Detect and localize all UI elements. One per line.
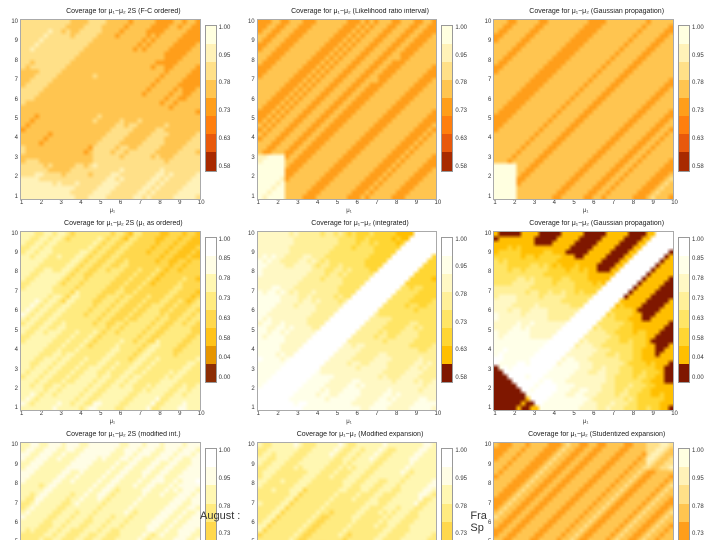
panel-title: Coverage for μ₁−μ₂ (integrated) xyxy=(245,220,476,229)
heatmap-plot xyxy=(257,19,438,200)
panel-1: Coverage for μ₁−μ₂ (Likelihood ratio int… xyxy=(245,8,476,214)
y-axis-ticks: 10987654321 xyxy=(245,231,257,412)
colorbar-ticks: 1.000.850.780.730.630.580.040.00 xyxy=(219,237,231,382)
colorbar-ticks: 1.000.950.780.730.630.58 xyxy=(455,25,467,170)
x-axis-label: μ₁ xyxy=(257,208,442,214)
panel-title: Coverage for μ₁−μ₂ 2S (modified int.) xyxy=(8,431,239,440)
colorbar: 1.000.950.780.730.630.58 xyxy=(437,231,475,412)
panel-0: Coverage for μ₁−μ₂ 2S (F-C ordered) 10987… xyxy=(8,8,239,214)
panel-2: Coverage for μ₁−μ₂ (Gaussian propagation… xyxy=(481,8,712,214)
x-axis-label: μ₁ xyxy=(493,419,678,425)
colorbar-ticks: 1.000.850.780.730.630.580.040.00 xyxy=(692,237,704,382)
heatmap-plot xyxy=(20,231,201,412)
y-axis-ticks: 10987654321 xyxy=(481,19,493,200)
x-axis-ticks: 12345678910 xyxy=(20,411,205,419)
colorbar-ticks: 1.000.950.780.730.630.58 xyxy=(455,237,467,382)
panel-title: Coverage for μ₁−μ₂ (Modified expansion) xyxy=(245,431,476,440)
x-axis-ticks: 12345678910 xyxy=(20,200,205,208)
x-axis-ticks: 12345678910 xyxy=(257,411,442,419)
heatmap-plot xyxy=(257,231,438,412)
panel-5: Coverage for μ₁−μ₂ (Gaussian propagation… xyxy=(481,220,712,426)
x-axis-ticks: 12345678910 xyxy=(493,200,678,208)
heatmap-plot xyxy=(493,231,674,412)
panel-4: Coverage for μ₁−μ₂ (integrated) 109876543… xyxy=(245,220,476,426)
colorbar: 1.000.950.780.730.630.58 xyxy=(674,19,712,200)
colorbar: 1.000.850.780.730.630.580.040.00 xyxy=(674,231,712,412)
y-axis-ticks: 10987654321 xyxy=(481,231,493,412)
footer-right: Fra Sp xyxy=(470,510,487,534)
heatmap-plot xyxy=(20,19,201,200)
panel-3: Coverage for μ₁−μ₂ 2S (μ₁ as ordered) 109… xyxy=(8,220,239,426)
panel-title: Coverage for μ₁−μ₂ (Gaussian propagation… xyxy=(481,220,712,229)
panel-title: Coverage for μ₁−μ₂ 2S (F-C ordered) xyxy=(8,8,239,17)
y-axis-ticks: 10987654321 xyxy=(245,19,257,200)
x-axis-label: μ₁ xyxy=(20,419,205,425)
footer-date: August : xyxy=(200,510,240,534)
x-axis-ticks: 12345678910 xyxy=(493,411,678,419)
colorbar: 1.000.850.780.730.630.580.040.00 xyxy=(201,231,239,412)
y-axis-ticks: 10987654321 xyxy=(8,19,20,200)
colorbar: 1.000.950.780.730.630.58 xyxy=(437,19,475,200)
panel-title: Coverage for μ₁−μ₂ (Likelihood ratio int… xyxy=(245,8,476,17)
colorbar-ticks: 1.000.950.780.730.630.58 xyxy=(692,25,704,170)
x-axis-label: μ₁ xyxy=(257,419,442,425)
y-axis-ticks: 10987654321 xyxy=(8,231,20,412)
panel-title: Coverage for μ₁−μ₂ (Gaussian propagation… xyxy=(481,8,712,17)
colorbar-ticks: 1.000.950.780.730.630.58 xyxy=(219,25,231,170)
footer: August : Fra Sp xyxy=(0,510,720,534)
x-axis-label: μ₁ xyxy=(493,208,678,214)
colorbar: 1.000.950.780.730.630.58 xyxy=(201,19,239,200)
heatmap-plot xyxy=(493,19,674,200)
panel-title: Coverage for μ₁−μ₂ 2S (μ₁ as ordered) xyxy=(8,220,239,229)
x-axis-label: μ₁ xyxy=(20,208,205,214)
panel-title: Coverage for μ₁−μ₂ (Studentized expansio… xyxy=(481,431,712,440)
x-axis-ticks: 12345678910 xyxy=(257,200,442,208)
